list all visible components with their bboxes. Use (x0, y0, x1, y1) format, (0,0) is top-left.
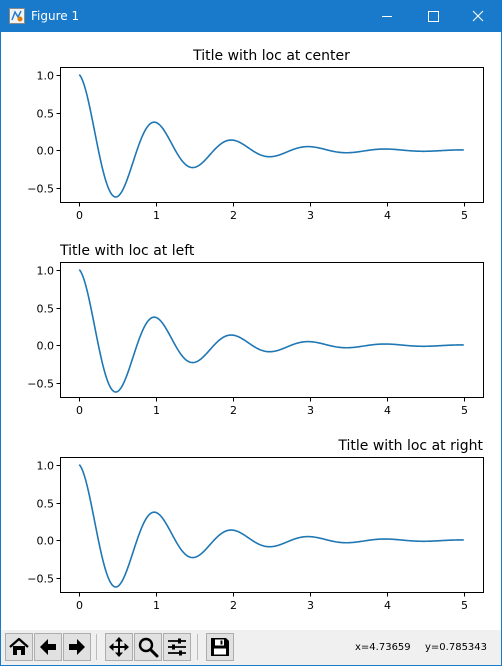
x-tick-label: 0 (76, 209, 83, 222)
axes-title: Title with loc at left (59, 243, 195, 259)
maximize-icon (428, 11, 439, 22)
home-icon (9, 637, 29, 655)
x-tick-label: 1 (153, 209, 160, 222)
x-tick-label: 1 (153, 599, 160, 612)
save-button[interactable] (206, 633, 234, 661)
axes-frame (60, 67, 484, 203)
navigation-toolbar: x=4.73659 y=0.785343 (1, 630, 501, 665)
home-button[interactable] (5, 633, 33, 661)
figure-plot[interactable]: 0 1 2 3 4 5 1.0 0.5 0.0 −0.5 Title with loc at cen… (1, 32, 501, 630)
forward-icon (69, 639, 85, 655)
y-tick-label: 0.5 (37, 498, 55, 511)
toolbar-separator (96, 634, 97, 660)
zoom-icon (138, 637, 159, 658)
axes-title: Title with loc at center (192, 48, 350, 64)
minimize-button[interactable] (364, 1, 410, 32)
close-button[interactable] (455, 1, 501, 32)
x-tick-label: 3 (307, 599, 314, 612)
cursor-y-readout: y=0.785343 (425, 642, 488, 653)
window-title: Figure 1 (31, 9, 80, 23)
y-tick-label: −0.5 (27, 378, 54, 391)
x-tick-label: 5 (461, 599, 468, 612)
pan-button[interactable] (105, 633, 133, 661)
axes-frame (60, 262, 484, 398)
axes-frame (60, 457, 484, 593)
toolbar-separator (197, 634, 198, 660)
x-tick-label: 3 (307, 209, 314, 222)
axes-title: Title with loc at right (337, 438, 483, 454)
y-tick-label: 1.0 (37, 265, 55, 278)
x-tick-label: 2 (230, 599, 237, 612)
y-tick-label: 0.0 (37, 340, 55, 353)
y-tick-label: −0.5 (27, 183, 54, 196)
x-tick-label: 4 (384, 599, 391, 612)
figure-canvas[interactable]: 0 1 2 3 4 5 1.0 0.5 0.0 −0.5 Title with loc at cen… (1, 32, 501, 630)
x-tick-label: 0 (76, 599, 83, 612)
y-tick-label: 0.0 (37, 145, 55, 158)
configure-subplots-button[interactable] (163, 633, 191, 661)
y-tick-label: 0.5 (37, 303, 55, 316)
subplots-icon (168, 638, 186, 656)
save-icon (211, 638, 229, 656)
back-button[interactable] (34, 633, 62, 661)
close-icon (472, 10, 484, 22)
x-tick-label: 1 (153, 404, 160, 417)
y-tick-label: 1.0 (37, 70, 55, 83)
title-bar[interactable]: Figure 1 (1, 1, 501, 32)
axes-1[interactable]: 0 1 2 3 4 5 1.0 0.5 0.0 −0.5 Title with loc at cen… (27, 48, 484, 222)
series-line (78, 74, 464, 198)
pan-icon (109, 637, 129, 657)
minimize-icon (382, 16, 392, 17)
x-tick-label: 2 (230, 404, 237, 417)
y-tick-label: 1.0 (37, 460, 55, 473)
back-icon (40, 639, 56, 655)
y-tick-label: 0.0 (37, 535, 55, 548)
x-tick-label: 3 (307, 404, 314, 417)
axes-2[interactable]: 0 1 2 3 4 5 1.0 0.5 0.0 −0.5 Title with loc at lef… (27, 243, 484, 417)
x-tick-label: 0 (76, 404, 83, 417)
axes-3[interactable]: 0 1 2 3 4 5 1.0 0.5 0.0 −0.5 Title with loc at rig… (27, 438, 484, 612)
x-tick-label: 2 (230, 209, 237, 222)
zoom-button[interactable] (134, 633, 162, 661)
x-tick-label: 5 (461, 209, 468, 222)
cursor-x-readout: x=4.73659 (355, 642, 411, 653)
series-line (78, 464, 464, 588)
forward-button[interactable] (63, 633, 91, 661)
maximize-button[interactable] (410, 1, 456, 32)
x-tick-label: 4 (384, 209, 391, 222)
series-line (78, 269, 464, 393)
x-tick-label: 5 (461, 404, 468, 417)
x-tick-label: 4 (384, 404, 391, 417)
y-tick-label: 0.5 (37, 108, 55, 121)
app-icon (9, 8, 25, 24)
y-tick-label: −0.5 (27, 573, 54, 586)
